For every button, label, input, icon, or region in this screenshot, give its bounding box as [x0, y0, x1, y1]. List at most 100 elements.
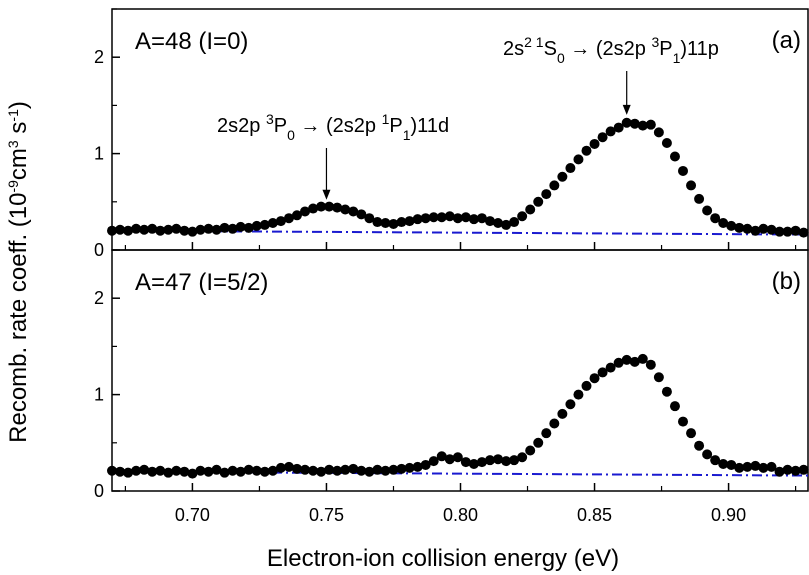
panel-b-point — [694, 440, 705, 451]
panel-a-point — [356, 209, 367, 220]
panel-b-point — [364, 466, 375, 477]
panel-a: 0 1 2 A=48 (I=0) (a) 2s2p 3P0 → (2s2p 1P1)11d… — [94, 8, 809, 260]
panel-b-point — [195, 465, 206, 476]
panel-a-point — [380, 218, 391, 229]
panel-b-point — [718, 459, 729, 470]
panel-b-point — [436, 451, 447, 462]
panel-b-point — [589, 373, 600, 384]
panel-b-point — [734, 462, 745, 473]
panel-b-point — [581, 380, 592, 391]
panel-a-point — [340, 204, 351, 215]
panel-b-point — [790, 465, 801, 476]
panel-a-point — [702, 205, 713, 216]
panel-a-point — [316, 201, 327, 212]
panel-b-point — [750, 460, 761, 471]
panel-b-point — [501, 456, 512, 467]
annotation-arrowhead — [322, 189, 331, 200]
panel-b-point — [533, 437, 544, 448]
panel-b-point — [267, 465, 278, 476]
panel-a-point — [131, 223, 142, 234]
panel-b-point — [211, 464, 222, 475]
panel-b-point — [324, 464, 335, 475]
panel-b-point — [597, 367, 608, 378]
panel-a-point — [629, 118, 640, 129]
annotation-arrowhead — [622, 104, 631, 115]
panel-a-point — [372, 217, 383, 228]
panel-a-point — [251, 220, 262, 231]
panel-b-point — [308, 465, 319, 476]
panel-a-point — [468, 214, 479, 225]
panel-b-point — [661, 386, 672, 397]
panel-a-point — [533, 196, 544, 207]
panel-a-point — [669, 151, 680, 162]
panel-a-point — [444, 211, 455, 222]
panel-a-point — [782, 226, 793, 237]
panel-a-point — [613, 122, 624, 133]
panel-a-point — [678, 165, 689, 176]
panel-b-point — [509, 455, 520, 466]
panel-b-point — [412, 461, 423, 472]
panel-a-point — [348, 206, 359, 217]
annotation-label: 2s2 1S0 → (2s2p 3P1)11p — [503, 34, 719, 66]
panel-b-point — [669, 401, 680, 412]
panel-a-point — [726, 220, 737, 231]
panel-a-point — [332, 202, 343, 213]
panel-b-point — [300, 464, 311, 475]
panel-a-point — [155, 225, 166, 236]
panel-a-point — [195, 224, 206, 235]
panel-a-point — [621, 117, 632, 128]
panel-b-point — [468, 459, 479, 470]
x-tick-label: 0.85 — [577, 505, 612, 525]
panel-b-point — [525, 445, 536, 456]
panel-b-point — [404, 462, 415, 473]
y-tick-label: 0 — [94, 240, 104, 260]
panel-b-point — [291, 463, 302, 474]
panel-a-point — [734, 222, 745, 233]
x-tick-label: 0.70 — [175, 505, 210, 525]
panel-a-point — [581, 145, 592, 156]
panel-a-point — [452, 213, 463, 224]
panel-b-point — [428, 456, 439, 467]
panel-b-baseline — [111, 470, 809, 477]
panel-a-point — [364, 213, 375, 224]
panel-a-point — [774, 226, 785, 237]
panel-a-point — [517, 211, 528, 222]
panel-b-point — [686, 428, 697, 439]
panel-b-point — [653, 372, 664, 383]
panel-a-point — [460, 212, 471, 223]
panel-a-point — [139, 224, 150, 235]
panel-b-point — [621, 354, 632, 365]
panel-a-point — [388, 218, 399, 229]
panel-b-point — [613, 357, 624, 368]
panel-a-point — [267, 218, 278, 229]
panel-b-point — [380, 465, 391, 476]
panel-b-point — [356, 465, 367, 476]
panel-a-point — [259, 219, 270, 230]
panel-a-point — [758, 223, 769, 234]
panel-b-point — [203, 466, 214, 477]
panel-a-point — [541, 189, 552, 200]
panel-b-point — [235, 466, 246, 477]
panel-a-point — [147, 223, 158, 234]
x-tick-label: 0.75 — [309, 505, 344, 525]
panel-a-point — [203, 223, 214, 234]
panel-a-point — [557, 171, 568, 182]
panel-a-point — [484, 216, 495, 227]
y-tick-label: 2 — [94, 47, 104, 67]
panel-a-point — [436, 212, 447, 223]
panel-b: 0 1 2 A=47 (I=5/2) (b) — [94, 249, 809, 501]
panel-b-point — [187, 468, 198, 479]
panel-a-point — [219, 222, 230, 233]
panel-b-point — [155, 465, 166, 476]
panel-b-point — [275, 462, 286, 473]
panel-b-point — [396, 463, 407, 474]
panel-b-point — [219, 467, 230, 478]
panel-a-point — [115, 224, 126, 235]
y-tick-label: 1 — [94, 385, 104, 405]
panel-b-point — [637, 353, 648, 364]
panel-b-point — [372, 464, 383, 475]
panel-b-point — [549, 418, 560, 429]
panel-a-point — [750, 225, 761, 236]
panel-a-point — [565, 163, 576, 174]
panel-a-point — [211, 224, 222, 235]
